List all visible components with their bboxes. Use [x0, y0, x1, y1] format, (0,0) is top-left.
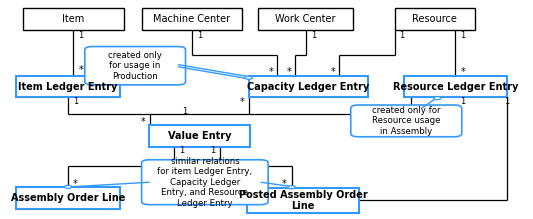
- Text: *: *: [269, 67, 273, 77]
- Text: *: *: [78, 65, 83, 75]
- Text: 1: 1: [78, 30, 84, 40]
- Text: Item: Item: [62, 14, 84, 24]
- FancyBboxPatch shape: [85, 47, 185, 85]
- Text: 1: 1: [504, 97, 510, 106]
- FancyBboxPatch shape: [351, 105, 462, 137]
- FancyBboxPatch shape: [142, 160, 268, 205]
- Text: *: *: [282, 178, 287, 189]
- FancyBboxPatch shape: [17, 76, 120, 97]
- Circle shape: [245, 76, 253, 79]
- Text: 1: 1: [461, 97, 466, 106]
- FancyBboxPatch shape: [403, 76, 507, 97]
- Text: *: *: [287, 67, 292, 77]
- Circle shape: [64, 185, 71, 188]
- Text: Capacity Ledger Entry: Capacity Ledger Entry: [247, 81, 369, 92]
- Text: 1: 1: [73, 97, 78, 106]
- FancyBboxPatch shape: [23, 8, 124, 30]
- Text: similar relations
for item Ledger Entry,
Capacity Ledger
Entry, and Resource
Led: similar relations for item Ledger Entry,…: [157, 157, 253, 208]
- Text: *: *: [330, 67, 335, 77]
- Text: 1: 1: [182, 106, 187, 116]
- Text: Work Center: Work Center: [276, 14, 336, 24]
- Text: 1: 1: [311, 30, 316, 40]
- Circle shape: [434, 97, 441, 100]
- Text: *: *: [240, 97, 245, 107]
- Text: Resource Ledger Entry: Resource Ledger Entry: [393, 81, 518, 92]
- FancyBboxPatch shape: [258, 8, 353, 30]
- Text: 1: 1: [197, 30, 203, 40]
- Text: Machine Center: Machine Center: [154, 14, 231, 24]
- FancyBboxPatch shape: [249, 76, 368, 97]
- Text: *: *: [141, 117, 146, 127]
- Text: created only
for usage in
Production: created only for usage in Production: [108, 51, 162, 81]
- Text: 1: 1: [179, 145, 184, 155]
- FancyBboxPatch shape: [142, 8, 243, 30]
- Text: Assembly Order Line: Assembly Order Line: [11, 193, 125, 203]
- Text: 1: 1: [210, 145, 215, 155]
- Text: Posted Assembly Order
Line: Posted Assembly Order Line: [239, 190, 367, 211]
- Text: *: *: [461, 67, 465, 77]
- FancyBboxPatch shape: [394, 8, 475, 30]
- Text: created only for
Resource usage
in Assembly: created only for Resource usage in Assem…: [372, 106, 440, 136]
- Text: 1: 1: [461, 30, 466, 40]
- Text: Resource: Resource: [412, 14, 457, 24]
- Text: Value Entry: Value Entry: [168, 131, 231, 141]
- Text: Item Ledger Entry: Item Ledger Entry: [18, 81, 118, 92]
- Circle shape: [288, 186, 295, 189]
- FancyBboxPatch shape: [247, 188, 359, 213]
- FancyBboxPatch shape: [149, 125, 250, 147]
- FancyBboxPatch shape: [17, 187, 120, 209]
- Text: 1: 1: [400, 30, 405, 40]
- Text: *: *: [72, 178, 77, 189]
